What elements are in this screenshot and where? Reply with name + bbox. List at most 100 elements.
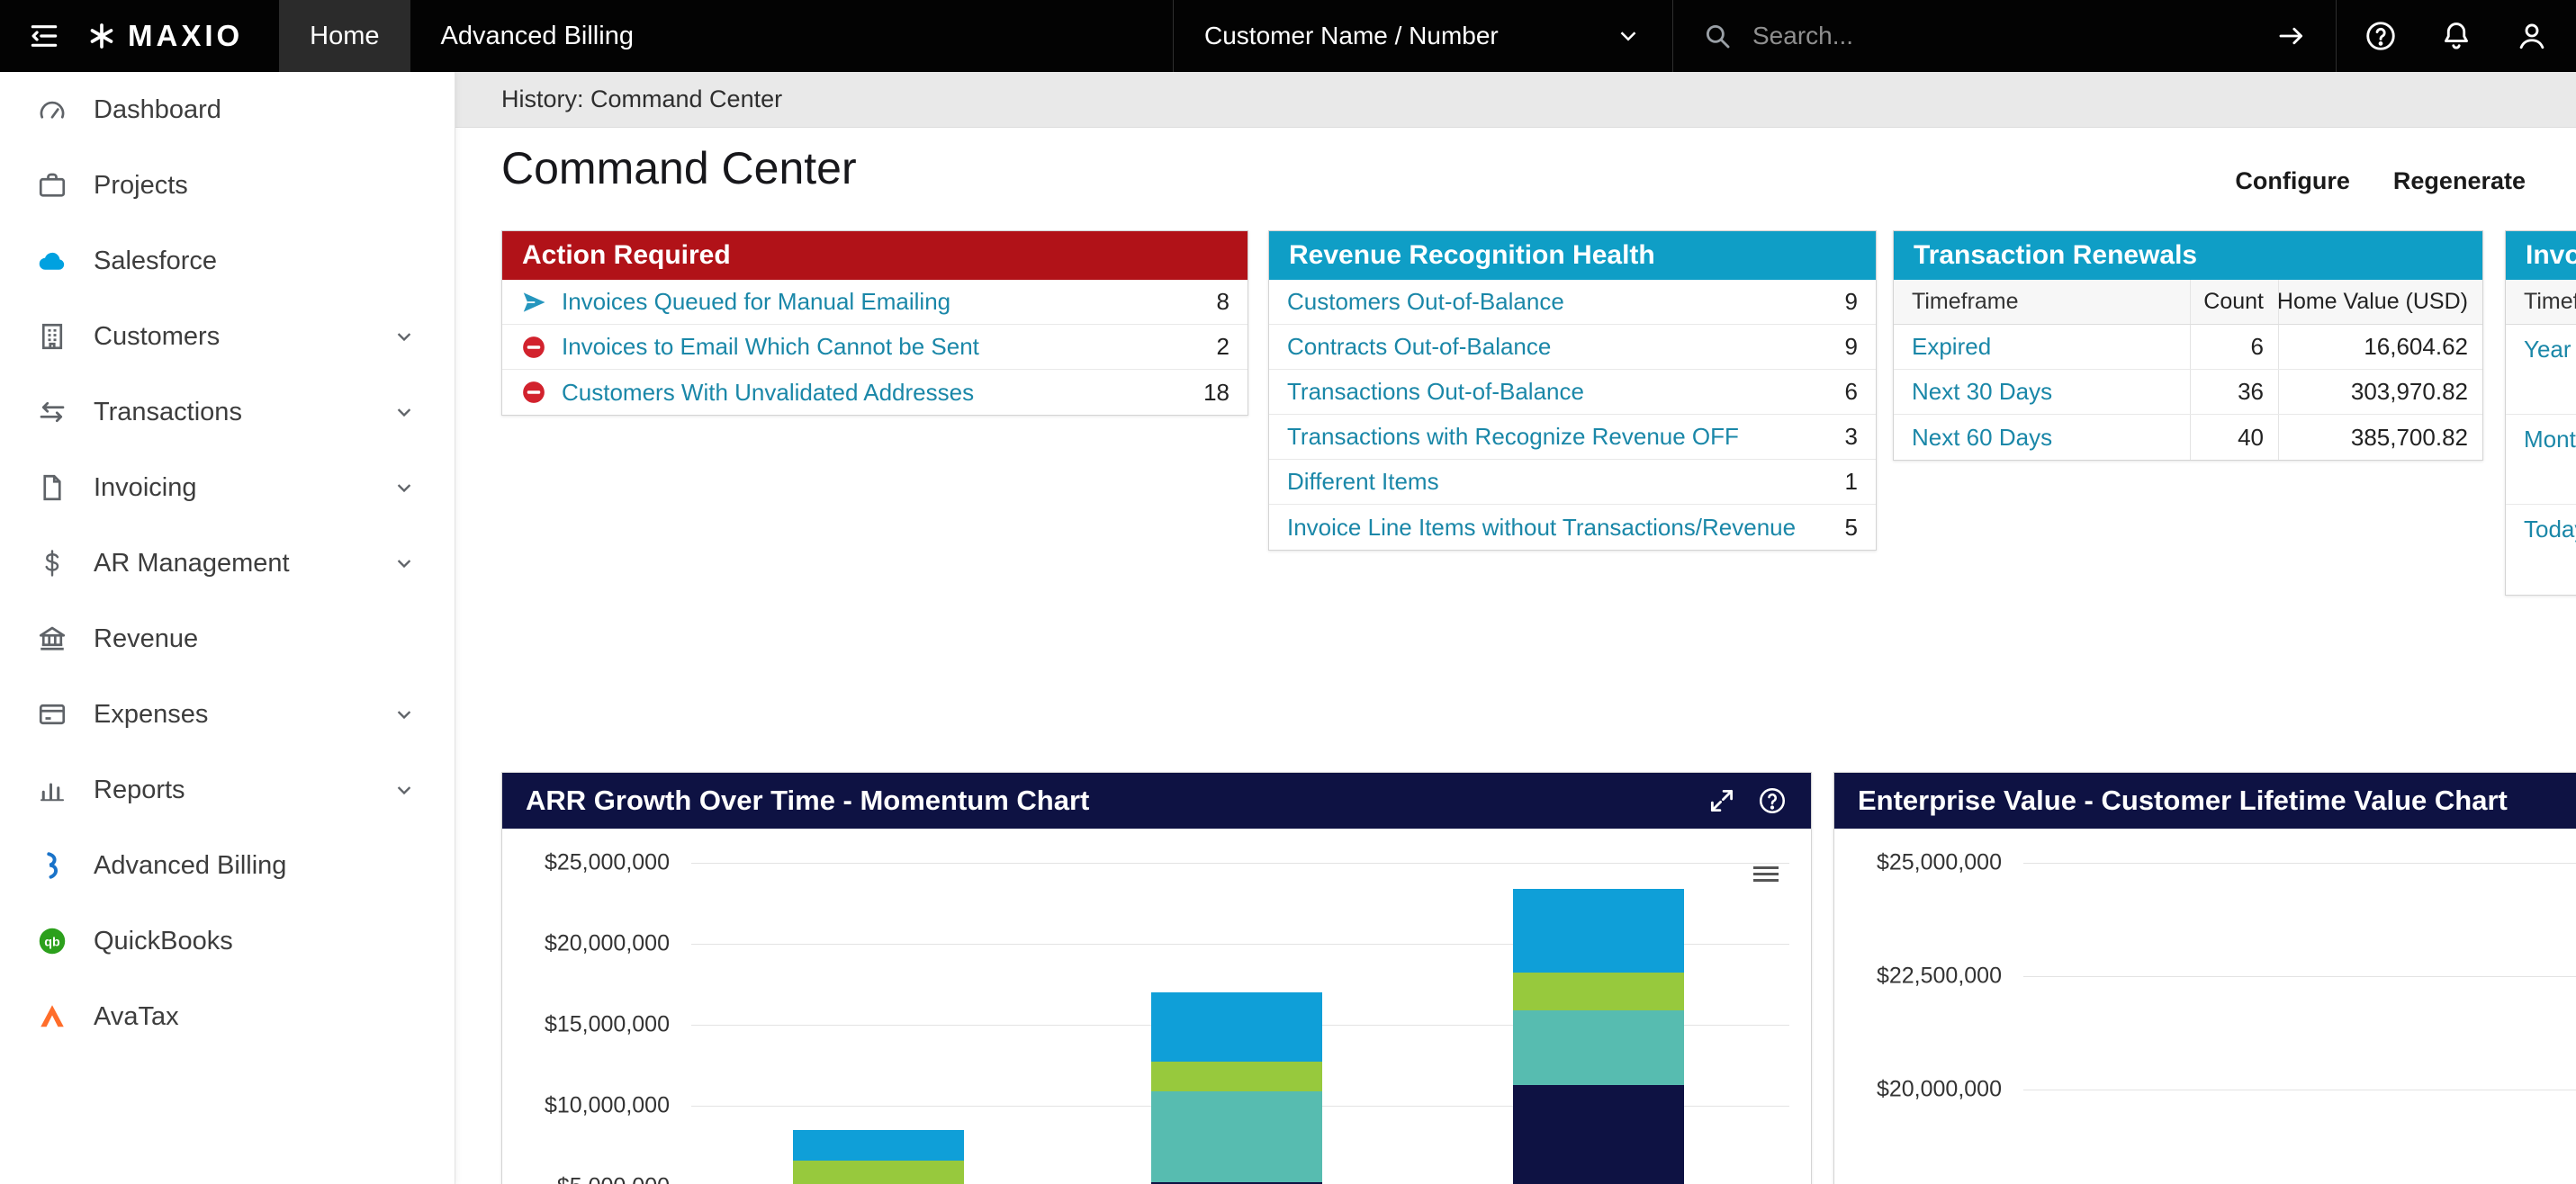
chevron-down-icon[interactable] (392, 475, 417, 500)
timeframe-cell: Today (2506, 505, 2576, 543)
chart-arr-title: ARR Growth Over Time - Momentum Chart (526, 785, 1090, 816)
sidebar-item-ar-management[interactable]: AR Management (0, 525, 455, 601)
configure-button[interactable]: Configure (2235, 167, 2350, 194)
bar-segment-teal (1513, 1009, 1684, 1085)
bar-chart-icon (36, 774, 68, 806)
link-transactions-with-recognize-revenue-off[interactable]: Transactions with Recognize Revenue OFF (1287, 423, 1739, 450)
bell-icon[interactable] (2439, 19, 2473, 53)
nav-tab-advanced-billing[interactable]: Advanced Billing (440, 21, 634, 50)
expand-icon[interactable] (1707, 785, 1737, 816)
chart-enterprise-value: Enterprise Value - Customer Lifetime Val… (1833, 772, 2576, 1184)
count-value: 1 (1844, 468, 1858, 495)
value-cell: 385,700.82 (2278, 415, 2482, 460)
revenue-recognition-row: Invoice Line Items without Transactions/… (1269, 505, 1876, 550)
revenue-recognition-row: Contracts Out-of-Balance 9 (1269, 325, 1876, 370)
link-invoice-line-items-without-transactions-revenue[interactable]: Invoice Line Items without Transactions/… (1287, 513, 1797, 541)
link-invoices-queued-for-manual-emailing[interactable]: Invoices Queued for Manual Emailing (562, 288, 951, 315)
sidebar-item-invoicing[interactable]: Invoicing (0, 450, 455, 525)
count-cell: 6 (2190, 325, 2278, 369)
maxio-flame-icon (36, 849, 68, 882)
sidebar-item-avatax[interactable]: AvaTax (0, 979, 455, 1054)
table-header: Timeframe (2506, 280, 2576, 325)
maxio-logo[interactable]: MAXIO (86, 19, 243, 53)
bar-segment-blue (1151, 992, 1322, 1063)
sidebar-collapse-icon[interactable] (27, 19, 61, 53)
blocked-icon (520, 334, 547, 361)
chart-menu-icon[interactable] (1753, 866, 1779, 885)
link-transactions-out-of-balance[interactable]: Transactions Out-of-Balance (1287, 378, 1584, 405)
sidebar-item-expenses[interactable]: Expenses (0, 677, 455, 752)
link-customers-with-unvalidated-addresses[interactable]: Customers With Unvalidated Addresses (562, 378, 975, 406)
blocked-icon (520, 379, 547, 406)
cloud-icon (36, 245, 68, 277)
link-next-60-days[interactable]: Next 60 Days (1912, 423, 2053, 451)
link-next-30-days[interactable]: Next 30 Days (1912, 378, 2053, 405)
bank-icon (36, 623, 68, 655)
search-input[interactable] (1752, 22, 2256, 50)
gridline (2023, 863, 2576, 864)
sidebar-item-label: Advanced Billing (94, 850, 287, 880)
count-value: 6 (1844, 378, 1858, 405)
chart-ev-title: Enterprise Value - Customer Lifetime Val… (1858, 785, 2508, 816)
y-axis-label: $5,000,000 (502, 1174, 670, 1184)
table-row: Next 60 Days 40 385,700.82 (1894, 415, 2482, 460)
value-cell: 303,970.82 (2278, 370, 2482, 414)
link-month-to-date[interactable]: Month to Date (2524, 426, 2576, 453)
link-different-items[interactable]: Different Items (1287, 468, 1439, 495)
sidebar-item-label: Expenses (94, 699, 209, 729)
help-icon[interactable] (2364, 19, 2398, 53)
swap-arrows-icon (36, 396, 68, 428)
chevron-down-icon[interactable] (392, 777, 417, 803)
page-title: Command Center (501, 143, 857, 193)
sidebar-item-reports[interactable]: Reports (0, 752, 455, 828)
action-required-row: Invoices Queued for Manual Emailing 8 (502, 280, 1247, 325)
breadcrumb: History: Command Center (455, 72, 2576, 128)
user-icon[interactable] (2515, 19, 2549, 53)
sidebar-item-salesforce[interactable]: Salesforce (0, 223, 455, 299)
sidebar-item-advanced-billing[interactable]: Advanced Billing (0, 828, 455, 903)
chevron-down-icon[interactable] (392, 399, 417, 425)
gauge-icon (36, 94, 68, 126)
gridline (691, 944, 1789, 945)
gridline (691, 863, 1789, 864)
link-expired[interactable]: Expired (1912, 333, 1992, 360)
sidebar-item-transactions[interactable]: Transactions (0, 374, 455, 450)
chevron-down-icon[interactable] (392, 551, 417, 576)
sidebar-item-customers[interactable]: Customers (0, 299, 455, 374)
regenerate-button[interactable]: Regenerate (2392, 167, 2526, 194)
link-contracts-out-of-balance[interactable]: Contracts Out-of-Balance (1287, 333, 1552, 360)
nav-tab-home[interactable]: Home (279, 0, 410, 72)
card-action-required: Action Required Invoices Queued for Manu… (501, 230, 1248, 416)
y-axis-label: $25,000,000 (544, 849, 670, 875)
chevron-down-icon (1615, 22, 1642, 49)
revenue-recognition-row: Different Items 1 (1269, 460, 1876, 505)
top-nav: MAXIO Home Advanced Billing Customer Name… (0, 0, 2576, 72)
link-invoices-to-email-which-cannot-be-sent[interactable]: Invoices to Email Which Cannot be Sent (562, 333, 979, 360)
sidebar-item-label: AR Management (94, 548, 290, 578)
sidebar-item-label: AvaTax (94, 1001, 179, 1031)
help-icon[interactable] (1757, 785, 1788, 816)
bar-segment-teal (1151, 1090, 1322, 1182)
count-value: 9 (1844, 288, 1858, 315)
sidebar-item-dashboard[interactable]: Dashboard (0, 72, 455, 148)
chevron-down-icon[interactable] (392, 702, 417, 727)
sidebar-item-projects[interactable]: Projects (0, 148, 455, 223)
svg-text:qb: qb (44, 935, 60, 949)
customer-dropdown-label: Customer Name / Number (1204, 22, 1499, 49)
sidebar-item-quickbooks[interactable]: qb QuickBooks (0, 903, 455, 979)
customer-dropdown[interactable]: Customer Name / Number (1173, 0, 1672, 72)
bar-segment-green (793, 1161, 964, 1184)
search-submit-arrow-icon[interactable] (2276, 21, 2307, 51)
bar-segment-blue (1513, 888, 1684, 973)
card-icon (36, 698, 68, 731)
link-today[interactable]: Today (2524, 516, 2576, 543)
revenue-recognition-row: Transactions Out-of-Balance 6 (1269, 370, 1876, 415)
link-year-to-date[interactable]: Year to Date (2524, 336, 2576, 363)
sidebar-item-revenue[interactable]: Revenue (0, 601, 455, 677)
content-area: Command Center Configure Regenerate Actio… (455, 128, 2576, 1184)
sidebar-item-label: Customers (94, 321, 221, 351)
dollar-icon (36, 547, 68, 579)
chevron-down-icon[interactable] (392, 324, 417, 349)
link-customers-out-of-balance[interactable]: Customers Out-of-Balance (1287, 288, 1564, 315)
table-row: Next 30 Days 36 303,970.82 (1894, 370, 2482, 415)
